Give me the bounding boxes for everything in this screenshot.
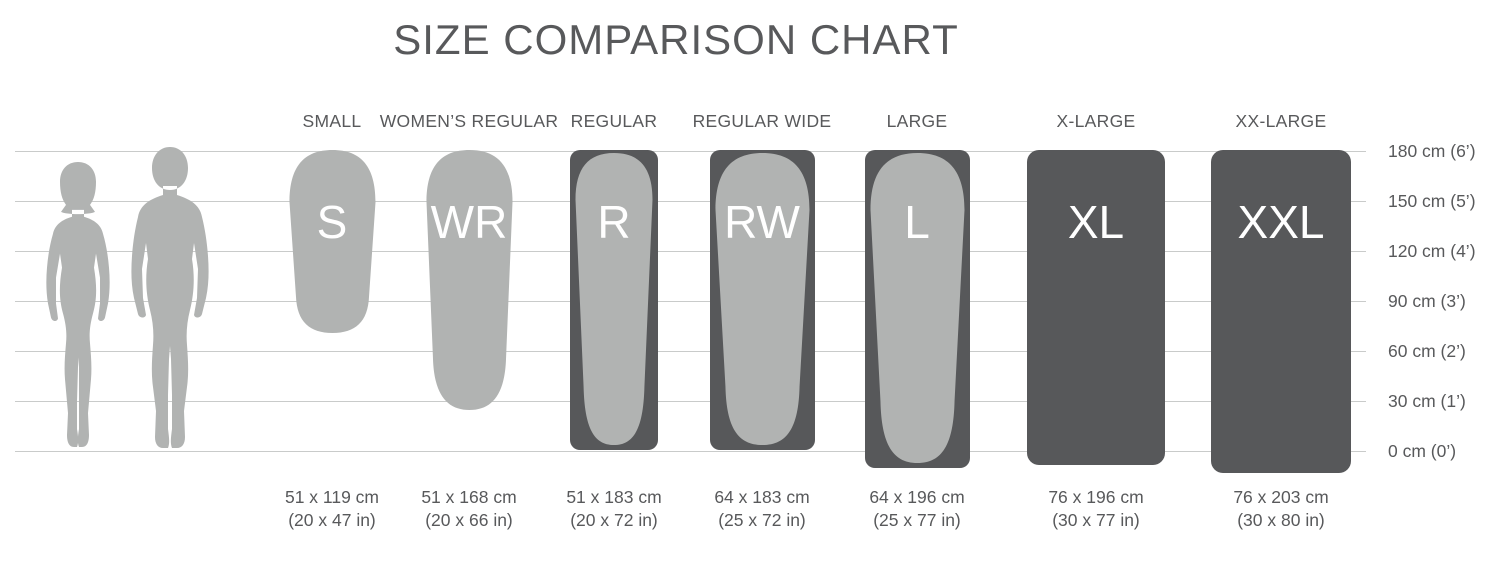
size-header-s: SMALL [302, 111, 362, 131]
dimensions-in: (25 x 77 in) [873, 510, 961, 530]
size-header-rw: REGULAR WIDE [692, 111, 832, 131]
pad-wr: WR [426, 150, 513, 410]
dimensions-cm: 51 x 168 cm [421, 487, 517, 507]
dimensions-in: (20 x 66 in) [425, 510, 513, 530]
pad-l: L [864, 150, 970, 468]
chart-title: SIZE COMPARISON CHART [393, 16, 959, 63]
axis-tick-label: 60 cm (2’) [1388, 341, 1466, 361]
gridline [15, 401, 1366, 402]
pad-shape-rw [715, 153, 809, 445]
size-header-r: REGULAR [570, 111, 658, 131]
dimensions-cm: 64 x 196 cm [869, 487, 965, 507]
dimensions-in: (20 x 72 in) [570, 510, 658, 530]
pad-code-xxl: XXL [1237, 196, 1325, 248]
size-header-xl: X-LARGE [1056, 111, 1136, 131]
pad-shape-r [575, 153, 653, 445]
size-dimensions-l: 64 x 196 cm (25 x 77 in) [807, 486, 1027, 532]
axis-tick-label: 0 cm (0’) [1388, 441, 1457, 461]
dimensions-cm: 76 x 196 cm [1048, 487, 1144, 507]
size-dimensions-xl: 76 x 196 cm (30 x 77 in) [986, 486, 1206, 532]
pad-code-xl: XL [1067, 196, 1125, 248]
dimensions-cm: 51 x 183 cm [566, 487, 662, 507]
pad-code-l: L [904, 196, 930, 248]
dimensions-cm: 76 x 203 cm [1233, 487, 1329, 507]
pad-shape-s [289, 150, 375, 333]
pad-code-s: S [316, 196, 348, 248]
dimensions-cm: 64 x 183 cm [714, 487, 810, 507]
pad-shape-l [870, 153, 964, 463]
axis-tick-label: 120 cm (4’) [1388, 241, 1476, 261]
size-dimensions-r: 51 x 183 cm (20 x 72 in) [504, 486, 724, 532]
gridline [15, 351, 1366, 352]
size-header-l: LARGE [886, 111, 948, 131]
pad-code-r: R [597, 196, 631, 248]
size-dimensions-rw: 64 x 183 cm (25 x 72 in) [652, 486, 872, 532]
size-header-wr: WOMEN’S REGULAR [379, 111, 559, 131]
dimensions-in: (30 x 80 in) [1237, 510, 1325, 530]
pad-xl: XL [1027, 150, 1165, 465]
pad-frame-xxl [1211, 150, 1351, 473]
axis-tick-label: 90 cm (3’) [1388, 291, 1466, 311]
pad-r: R [570, 150, 658, 450]
pad-shape-wr [426, 150, 512, 410]
size-header-xxl: XX-LARGE [1235, 111, 1327, 131]
dimensions-in: (25 x 72 in) [718, 510, 806, 530]
size-dimensions-wr: 51 x 168 cm (20 x 66 in) [359, 486, 579, 532]
pad-frame-xl [1027, 150, 1165, 465]
pad-xxl: XXL [1211, 150, 1351, 473]
dimensions-in: (20 x 47 in) [288, 510, 376, 530]
dimensions-in: (30 x 77 in) [1052, 510, 1140, 530]
gridline [15, 451, 1366, 452]
size-dimensions-s: 51 x 119 cm (20 x 47 in) [222, 486, 442, 532]
gridline [15, 151, 1366, 152]
pad-code-wr: WR [430, 196, 508, 248]
gridline [15, 251, 1366, 252]
axis-tick-label: 180 cm (6’) [1388, 141, 1476, 161]
gridline [15, 301, 1366, 302]
axis-tick-label: 30 cm (1’) [1388, 391, 1466, 411]
size-dimensions-xxl: 76 x 203 cm (30 x 80 in) [1171, 486, 1391, 532]
man-silhouette [131, 147, 209, 448]
woman-silhouette [46, 162, 110, 448]
gridline [15, 201, 1366, 202]
dimensions-cm: 51 x 119 cm [284, 487, 380, 507]
pad-s: S [289, 150, 376, 333]
axis-tick-label: 150 cm (5’) [1388, 191, 1476, 211]
pad-code-rw: RW [724, 196, 800, 248]
pad-rw: RW [709, 150, 815, 450]
